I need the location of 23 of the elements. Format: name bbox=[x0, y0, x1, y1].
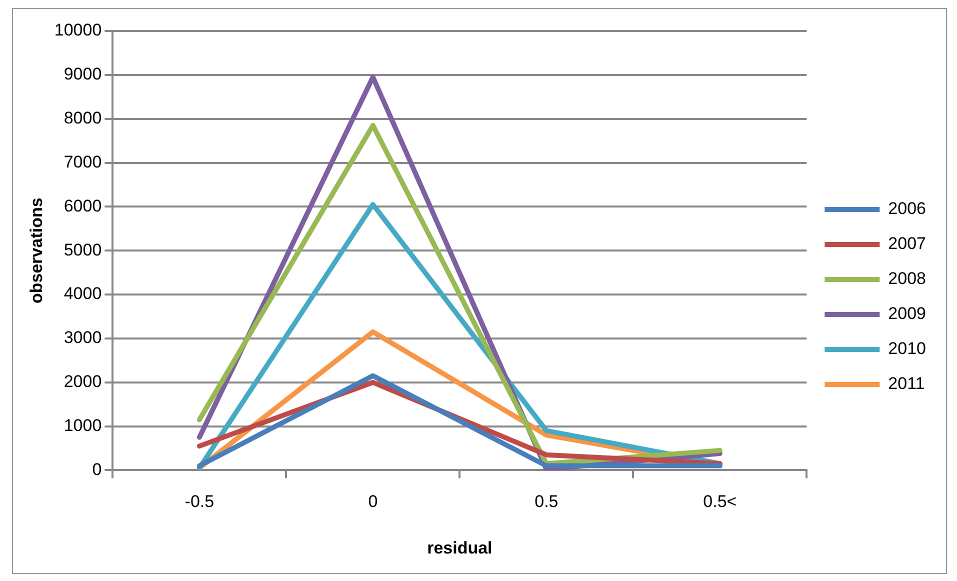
y-tick-label: 9000 bbox=[64, 64, 102, 84]
y-tick-label: 0 bbox=[92, 460, 102, 479]
x-tick-label: 0.5 bbox=[534, 492, 558, 512]
legend-label: 2010 bbox=[888, 339, 926, 358]
y-tick-label: 6000 bbox=[64, 196, 102, 216]
y-tick-label: 3000 bbox=[64, 328, 102, 348]
y-tick-label: 2000 bbox=[64, 372, 102, 392]
y-tick-label: 1000 bbox=[64, 416, 102, 435]
x-tick-label: 0.5< bbox=[703, 492, 737, 512]
y-tick-label: 5000 bbox=[64, 240, 102, 260]
y-tick-label: 8000 bbox=[64, 108, 102, 128]
y-tick-label: 10000 bbox=[54, 20, 102, 40]
legend-label: 2011 bbox=[888, 374, 925, 394]
y-axis-title: observations bbox=[26, 198, 46, 304]
x-axis-title: residual bbox=[427, 538, 492, 558]
x-tick-label: -0.5 bbox=[184, 492, 214, 512]
y-tick-label: 4000 bbox=[64, 284, 102, 304]
y-tick-label: 7000 bbox=[64, 152, 102, 172]
legend-label: 2009 bbox=[888, 304, 926, 324]
legend-label: 2007 bbox=[888, 234, 926, 254]
legend-label: 2006 bbox=[888, 199, 926, 218]
legend-label: 2008 bbox=[888, 269, 926, 288]
x-tick-label: 0 bbox=[368, 492, 378, 512]
